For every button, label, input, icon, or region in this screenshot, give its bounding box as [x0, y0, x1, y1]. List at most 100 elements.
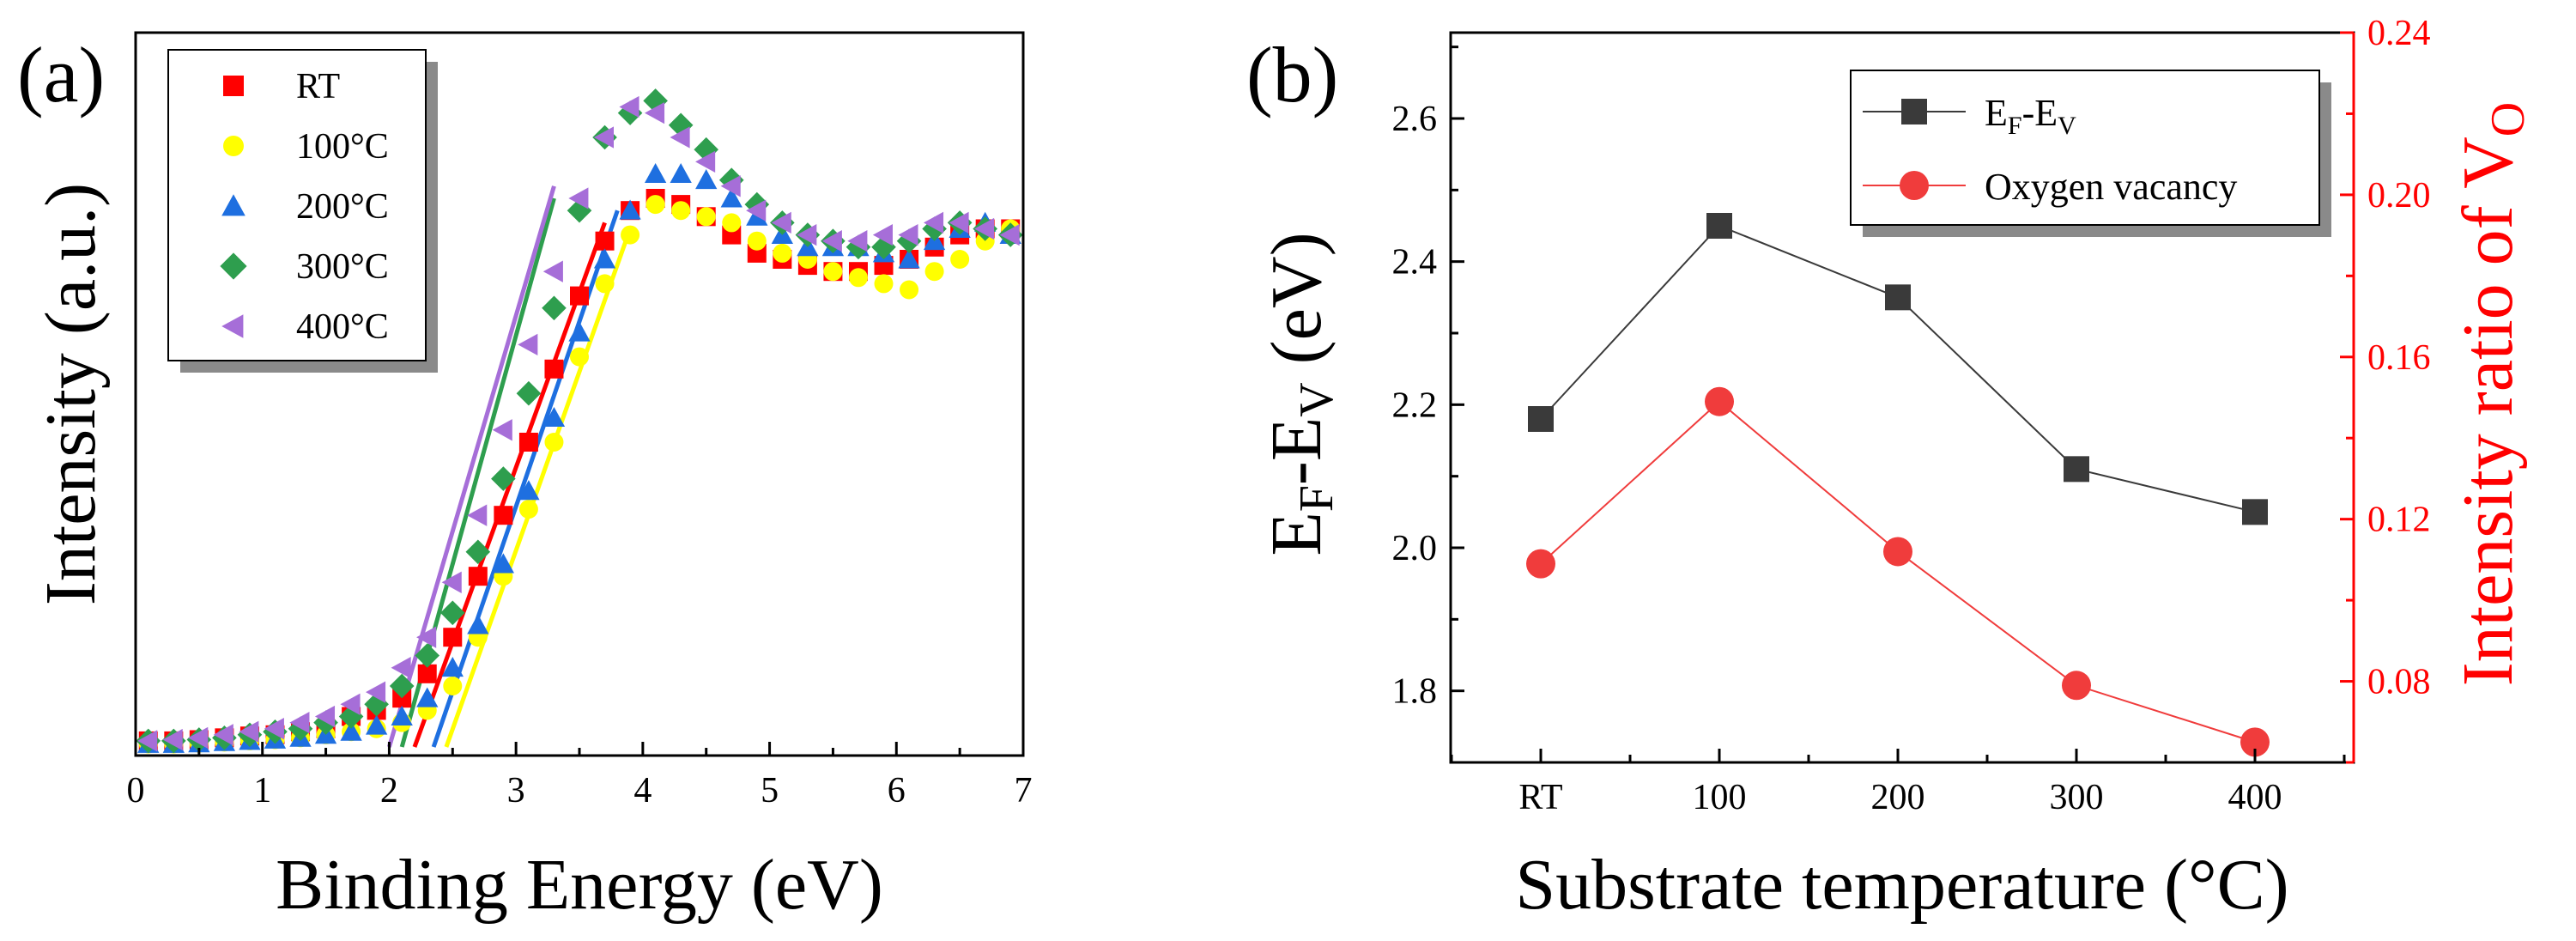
y-right-tick-label: 0.20 — [2367, 176, 2431, 216]
y-left-label-minus-e: -E — [1257, 417, 1336, 485]
data-point — [289, 711, 310, 734]
data-point — [670, 126, 690, 149]
data-point — [494, 506, 513, 525]
data-point — [1526, 549, 1555, 579]
data-point — [671, 201, 691, 221]
data-point — [338, 704, 364, 729]
data-point — [544, 433, 564, 452]
series-line — [1540, 224, 2256, 513]
data-point — [415, 643, 440, 668]
panel-a-label: (a) — [17, 31, 105, 118]
y-right-label-main: Intensity ratio of V — [2448, 137, 2528, 686]
fit-line — [412, 222, 607, 748]
data-point — [264, 718, 284, 740]
data-point — [441, 657, 464, 677]
data-point — [416, 626, 437, 648]
panel-a-y-axis-label: Intensity (a.u.) — [31, 183, 111, 605]
data-point — [595, 274, 615, 294]
x-tick-label: 1 — [253, 771, 271, 810]
data-point — [1883, 537, 1912, 567]
data-point — [874, 274, 894, 294]
y-right-tick-label: 0.24 — [2367, 14, 2431, 53]
data-point — [340, 720, 362, 741]
legend-label-part: F — [2008, 112, 2022, 140]
legend-label: 400°C — [296, 307, 389, 347]
x-tick-label: 7 — [1015, 771, 1033, 810]
data-point — [1528, 406, 1554, 432]
x-tick-label: 100 — [1693, 778, 1747, 817]
data-point — [439, 600, 465, 626]
x-tick-label: 3 — [507, 771, 525, 810]
data-point — [695, 169, 718, 190]
data-point — [516, 380, 542, 406]
data-point — [923, 211, 944, 234]
legend-label: 200°C — [296, 187, 389, 227]
data-point — [213, 724, 233, 746]
data-point — [722, 213, 742, 233]
data-point — [162, 728, 183, 751]
data-point — [720, 187, 742, 208]
data-point — [443, 677, 463, 695]
panel-b: (b) RT 100 200 300 400 1.8 2.0 2.2 2.4 2.6 0.08 0.1… — [1246, 14, 2535, 925]
data-point — [900, 280, 919, 300]
y-left-label-e: E — [1257, 512, 1336, 555]
panel-b-legend: EF-EV Oxygen vacancy — [1850, 70, 2331, 237]
data-point — [619, 199, 641, 220]
panel-b-y-right-label: Intensity ratio of VO — [2448, 102, 2535, 686]
data-point — [366, 714, 388, 735]
data-point — [518, 333, 538, 356]
data-point — [467, 614, 489, 634]
y-right-tick-label: 0.12 — [2367, 501, 2431, 540]
data-point — [670, 162, 692, 184]
y-right-tick-label: 0.16 — [2367, 338, 2431, 378]
data-point — [416, 687, 439, 707]
data-point — [2242, 499, 2268, 525]
data-point — [239, 720, 259, 743]
legend-marker — [223, 76, 244, 96]
panel-b-y-left-label: EF-EV (eV) — [1257, 232, 1343, 555]
legend-label: EF-EV — [1985, 92, 2076, 140]
panel-b-ticks: RT 100 200 300 400 1.8 2.0 2.2 2.4 2.6 0.08 0.12 0.1… — [1392, 14, 2431, 817]
data-point — [593, 126, 614, 149]
y-left-tick-label: 2.6 — [1392, 100, 1438, 139]
data-point — [847, 230, 868, 252]
panel-a: (a) 0 1 2 3 4 5 6 7 Binding Energy (eV) Intensi… — [17, 31, 1033, 925]
data-point — [492, 419, 512, 441]
legend-label: Oxygen vacancy — [1985, 166, 2237, 208]
data-point — [518, 433, 538, 452]
panel-a-x-ticks: 0 1 2 3 4 5 6 7 — [127, 742, 1033, 810]
panel-a-x-axis-label: Binding Energy (eV) — [276, 845, 883, 925]
data-point — [2240, 727, 2270, 757]
data-point — [518, 500, 538, 519]
y-right-tick-label: 0.08 — [2367, 663, 2431, 702]
data-point — [366, 681, 386, 703]
legend-label-part: V — [2058, 112, 2076, 140]
data-point — [567, 197, 592, 223]
fit-line — [431, 209, 620, 748]
panel-a-legend: RT 100°C 200°C 300°C 400°C — [167, 49, 438, 373]
data-point — [949, 211, 969, 234]
y-left-label-sub-f: F — [1290, 485, 1343, 512]
data-point — [821, 230, 842, 252]
y-left-tick-label: 2.2 — [1392, 386, 1438, 425]
y-right-label-sub-o: O — [2482, 102, 2535, 137]
data-point — [542, 260, 563, 282]
legend-marker — [223, 136, 244, 156]
data-point — [746, 199, 767, 222]
data-point — [720, 175, 741, 197]
data-point — [771, 211, 791, 234]
x-tick-label: 0 — [127, 771, 145, 810]
data-point — [593, 248, 616, 269]
series-line — [1540, 400, 2256, 744]
legend-label: RT — [296, 67, 340, 106]
data-point — [468, 567, 488, 586]
legend-marker — [1901, 99, 1927, 124]
data-point — [2062, 671, 2091, 701]
data-point — [518, 480, 540, 501]
data-point — [872, 223, 893, 246]
legend-marker — [1900, 171, 1929, 200]
data-point — [340, 693, 361, 715]
x-tick-label: 5 — [761, 771, 779, 810]
panel-a-points — [136, 88, 1023, 754]
